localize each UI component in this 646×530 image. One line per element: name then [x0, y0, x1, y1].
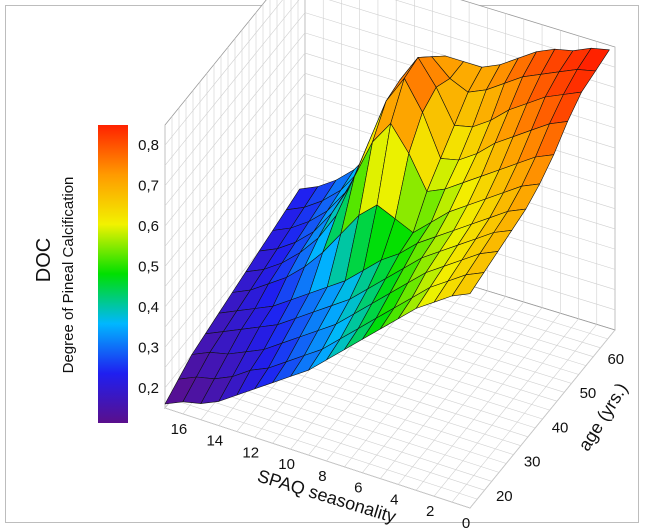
y-tick-label: 20	[496, 488, 513, 505]
z-tick-label: 0,8	[138, 137, 159, 154]
grid-line	[344, 290, 488, 468]
surface-cell	[451, 272, 485, 297]
grid-line	[433, 318, 579, 497]
grid-line	[398, 307, 543, 485]
surface	[164, 47, 610, 405]
z-tick-label: 0,2	[138, 380, 159, 397]
z-tick-label: 0,4	[138, 299, 159, 316]
grid-line	[178, 390, 485, 491]
tick-labels: 161412108642020304050600,20,30,40,50,60,…	[138, 137, 624, 530]
x-tick-label: 2	[426, 503, 434, 520]
grid-line	[451, 324, 597, 503]
colorbar	[98, 125, 128, 423]
x-tick-label: 0	[462, 515, 470, 530]
y-tick-label: 40	[552, 419, 569, 436]
y-tick-label: 30	[524, 454, 541, 471]
z-tick-label: 0,7	[138, 178, 159, 195]
z-axis-subtitle: Degree of Pineal Calcification	[60, 177, 77, 374]
grid-line	[164, 407, 471, 509]
y-tick-label: 60	[607, 351, 624, 368]
y-tick-label: 50	[580, 385, 597, 402]
grid-line	[469, 329, 616, 509]
grid-line	[185, 381, 492, 482]
z-axis-title: DOC	[33, 238, 55, 282]
x-tick-label: 16	[171, 421, 188, 438]
z-tick-label: 0,5	[138, 259, 159, 276]
x-tick-label: 14	[206, 433, 223, 450]
x-tick-label: 8	[318, 468, 326, 485]
grid-line	[326, 285, 470, 462]
z-tick-label: 0,3	[138, 339, 159, 356]
x-tick-label: 6	[354, 480, 362, 497]
colorbar-gradient	[98, 125, 128, 423]
grid-line	[380, 301, 525, 479]
x-tick-label: 12	[242, 444, 259, 461]
grid-line	[415, 313, 561, 491]
grid-line	[362, 296, 506, 473]
x-tick-label: 10	[278, 456, 295, 473]
grid-line	[308, 279, 452, 456]
x-tick-label: 4	[390, 491, 398, 508]
grid-line	[171, 399, 478, 500]
z-tick-label: 0,6	[138, 218, 159, 235]
